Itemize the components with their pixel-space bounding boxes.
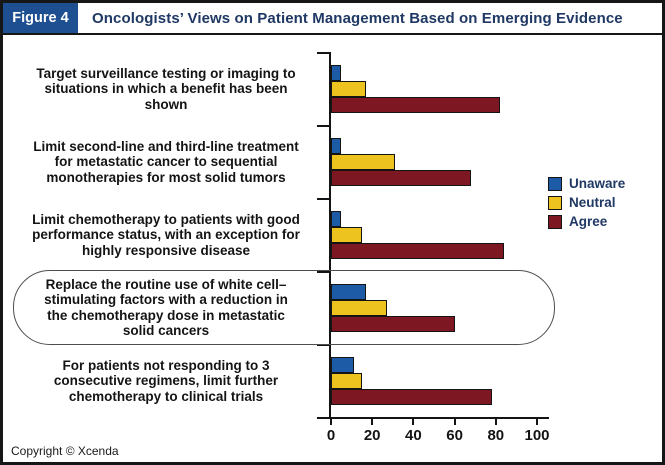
bar-agree [331, 243, 504, 259]
bar-chart: Target surveillance testing or imaging t… [3, 52, 662, 417]
x-tick-mark [536, 419, 538, 425]
y-tick-mark [317, 198, 331, 200]
legend-label: Neutral [569, 195, 616, 210]
chart-row: Limit second-line and third-line treatme… [3, 125, 662, 198]
bar-unaware [331, 284, 366, 300]
bar-group [331, 284, 455, 332]
category-label: For patients not responding to 3 consecu… [53, 357, 279, 404]
bar-unaware [331, 357, 354, 373]
bar-neutral [331, 300, 387, 316]
category-label: Limit chemotherapy to patients with good… [32, 211, 300, 258]
figure-title: Oncologists’ Views on Patient Management… [92, 9, 623, 27]
figure-header: Figure 4 Oncologists’ Views on Patient M… [3, 3, 662, 35]
legend-swatch-unaware [548, 176, 562, 191]
bar-neutral [331, 154, 395, 170]
bar-group [331, 65, 500, 113]
bar-unaware [331, 138, 342, 154]
x-axis [317, 417, 549, 419]
bar-agree [331, 389, 492, 405]
legend-item: Neutral [548, 195, 625, 210]
category-label: Limit second-line and third-line treatme… [33, 138, 299, 185]
x-tick-label: 40 [405, 427, 422, 444]
legend-label: Agree [569, 214, 608, 229]
bar-unaware [331, 211, 342, 227]
legend-swatch-agree [548, 214, 562, 229]
figure-number-badge: Figure 4 [3, 3, 78, 33]
x-tick-mark [412, 419, 415, 425]
chart-row: For patients not responding to 3 consecu… [3, 344, 662, 417]
chart-legend: Unaware Neutral Agree [548, 176, 625, 233]
bar-agree [331, 170, 472, 186]
legend-label: Unaware [569, 176, 626, 191]
legend-item: Agree [548, 214, 625, 229]
y-tick-mark [317, 271, 331, 273]
y-axis [329, 52, 331, 419]
legend-swatch-neutral [548, 195, 562, 210]
bar-group [331, 211, 504, 259]
bar-group [331, 357, 492, 405]
chart-row: Target surveillance testing or imaging t… [3, 52, 662, 125]
category-label: Target surveillance testing or imaging t… [36, 65, 296, 112]
category-label: Replace the routine use of white cell– s… [44, 276, 288, 339]
x-tick-mark [330, 419, 332, 425]
x-tick-mark [371, 419, 374, 425]
x-axis-ticks: 0 20 40 60 80 100 [327, 417, 591, 457]
y-tick-mark [317, 125, 331, 127]
y-tick-mark [317, 52, 331, 54]
bar-agree [331, 97, 500, 113]
x-tick-label: 80 [487, 427, 505, 444]
chart-row: Replace the routine use of white cell– s… [3, 271, 662, 344]
x-tick-label: 20 [363, 427, 381, 444]
bar-group [331, 138, 472, 186]
chart-row: Limit chemotherapy to patients with good… [3, 198, 662, 271]
bar-neutral [331, 81, 366, 97]
bar-neutral [331, 227, 362, 243]
x-tick-mark [453, 419, 456, 425]
x-tick-label: 100 [524, 427, 550, 444]
x-tick-label: 0 [326, 427, 336, 444]
bar-neutral [331, 373, 362, 389]
bar-agree [331, 316, 455, 332]
highlight-outline [13, 270, 555, 345]
legend-item: Unaware [548, 176, 625, 191]
x-tick-mark [494, 419, 497, 425]
copyright-text: Copyright © Xcenda [11, 444, 119, 458]
bar-unaware [331, 65, 342, 81]
x-tick-label: 60 [446, 427, 463, 444]
y-tick-mark [317, 344, 331, 346]
